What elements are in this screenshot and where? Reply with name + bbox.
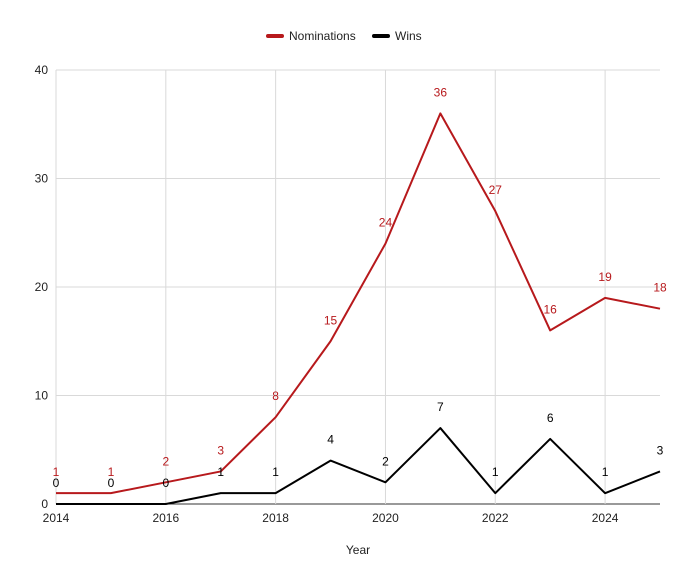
data-label-nominations: 1 — [53, 465, 60, 479]
data-label-nominations: 36 — [434, 85, 448, 99]
data-label-nominations: 18 — [653, 281, 667, 295]
x-tick-label: 2022 — [482, 511, 509, 525]
x-axis-title: Year — [346, 543, 370, 557]
y-tick-label: 10 — [35, 389, 49, 403]
data-label-wins: 1 — [272, 465, 279, 479]
y-tick-label: 40 — [35, 63, 49, 77]
y-axis: 0 10 20 30 40 — [35, 63, 49, 511]
data-label-wins: 4 — [327, 433, 334, 447]
series-line-nominations — [56, 112, 661, 495]
data-label-nominations: 3 — [217, 443, 224, 457]
data-label-nominations: 16 — [544, 302, 558, 316]
y-tick-label: 0 — [41, 497, 48, 511]
data-label-wins: 3 — [657, 443, 664, 457]
data-label-wins: 1 — [602, 465, 609, 479]
data-label-wins: 6 — [547, 411, 554, 425]
x-axis: 2014 2016 2018 2020 2022 2024 — [43, 511, 619, 525]
series-line-wins — [56, 427, 661, 505]
data-label-nominations: 8 — [272, 389, 279, 403]
y-tick-label: 30 — [35, 172, 49, 186]
x-tick-label: 2024 — [592, 511, 619, 525]
data-label-nominations: 1 — [108, 465, 115, 479]
x-tick-label: 2020 — [372, 511, 399, 525]
data-label-nominations: 19 — [598, 270, 612, 284]
data-label-nominations: 2 — [162, 454, 169, 468]
data-label-wins: 2 — [382, 454, 389, 468]
data-label-wins: 0 — [162, 476, 169, 490]
data-label-nominations: 15 — [324, 313, 338, 327]
data-label-wins: 1 — [217, 465, 224, 479]
data-label-wins: 0 — [53, 476, 60, 490]
x-tick-label: 2018 — [262, 511, 289, 525]
x-tick-label: 2016 — [152, 511, 179, 525]
legend-label-nominations: Nominations — [289, 29, 356, 43]
legend-label-wins: Wins — [395, 29, 422, 43]
data-label-nominations: 24 — [379, 216, 393, 230]
legend: Nominations Wins — [266, 29, 422, 43]
data-label-wins: 1 — [492, 465, 499, 479]
series-lines — [56, 112, 661, 505]
y-tick-label: 20 — [35, 280, 49, 294]
data-label-wins: 0 — [108, 476, 115, 490]
data-label-wins: 7 — [437, 400, 444, 414]
data-label-nominations: 27 — [489, 183, 503, 197]
x-tick-label: 2014 — [43, 511, 70, 525]
gridlines — [55, 69, 660, 505]
